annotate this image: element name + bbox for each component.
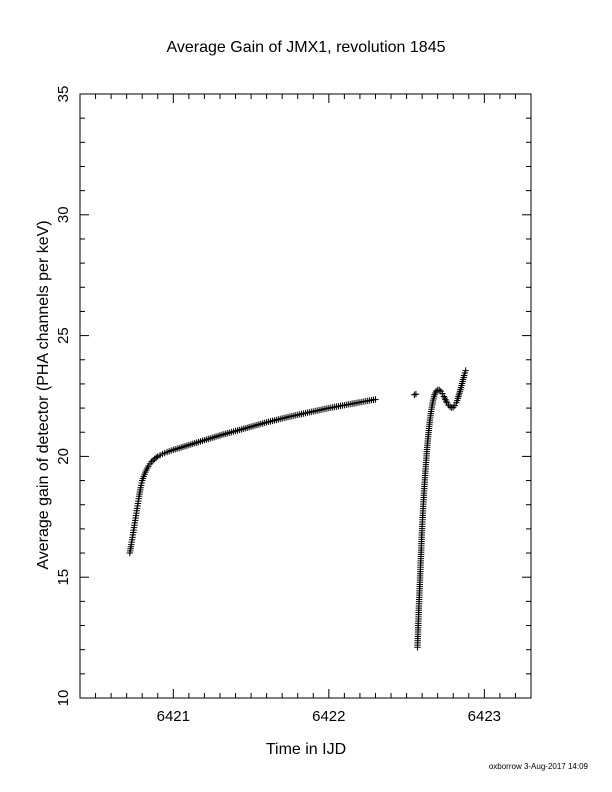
data-point — [412, 390, 420, 398]
x-major-ticks — [172, 94, 485, 698]
y-tick-label: 10 — [55, 690, 72, 707]
x-axis-label: Time in IJD — [266, 741, 346, 758]
data-point — [462, 367, 469, 374]
footer-stamp: oxborrow 3-Aug-2017 14:09 — [489, 762, 589, 771]
data-point — [443, 397, 450, 405]
data-point — [148, 458, 155, 465]
data-point — [439, 390, 446, 397]
data-point — [440, 393, 448, 400]
y-tick-label: 15 — [55, 569, 72, 586]
y-tick-label: 35 — [55, 86, 72, 103]
data-point — [149, 457, 157, 464]
x-tick-label: 6422 — [312, 708, 345, 725]
x-tick-label: 6421 — [157, 708, 190, 725]
data-point — [442, 396, 449, 403]
y-tick-label: 25 — [55, 327, 72, 344]
plot-frame — [79, 93, 532, 699]
data-point — [153, 454, 160, 461]
data-point — [441, 394, 448, 402]
x-tick-label: 6423 — [468, 708, 501, 725]
x-minor-ticks — [95, 94, 516, 698]
data-point — [451, 402, 458, 409]
data-point — [436, 386, 443, 394]
y-minor-ticks — [80, 117, 531, 675]
y-tick-label: 20 — [55, 448, 72, 465]
data-point — [372, 396, 379, 403]
y-tick-label: 30 — [55, 206, 72, 223]
y-major-ticks — [80, 93, 531, 699]
data-points — [126, 367, 469, 651]
data-point — [411, 391, 418, 398]
chart-title: Average Gain of JMX1, revolution 1845 — [167, 39, 446, 56]
x-tick-labels: 6421 6422 6423 — [157, 708, 501, 725]
y-tick-labels: 10 15 20 25 30 35 — [55, 86, 72, 707]
y-axis-label: Average gain of detector (PHA channels p… — [35, 220, 52, 569]
